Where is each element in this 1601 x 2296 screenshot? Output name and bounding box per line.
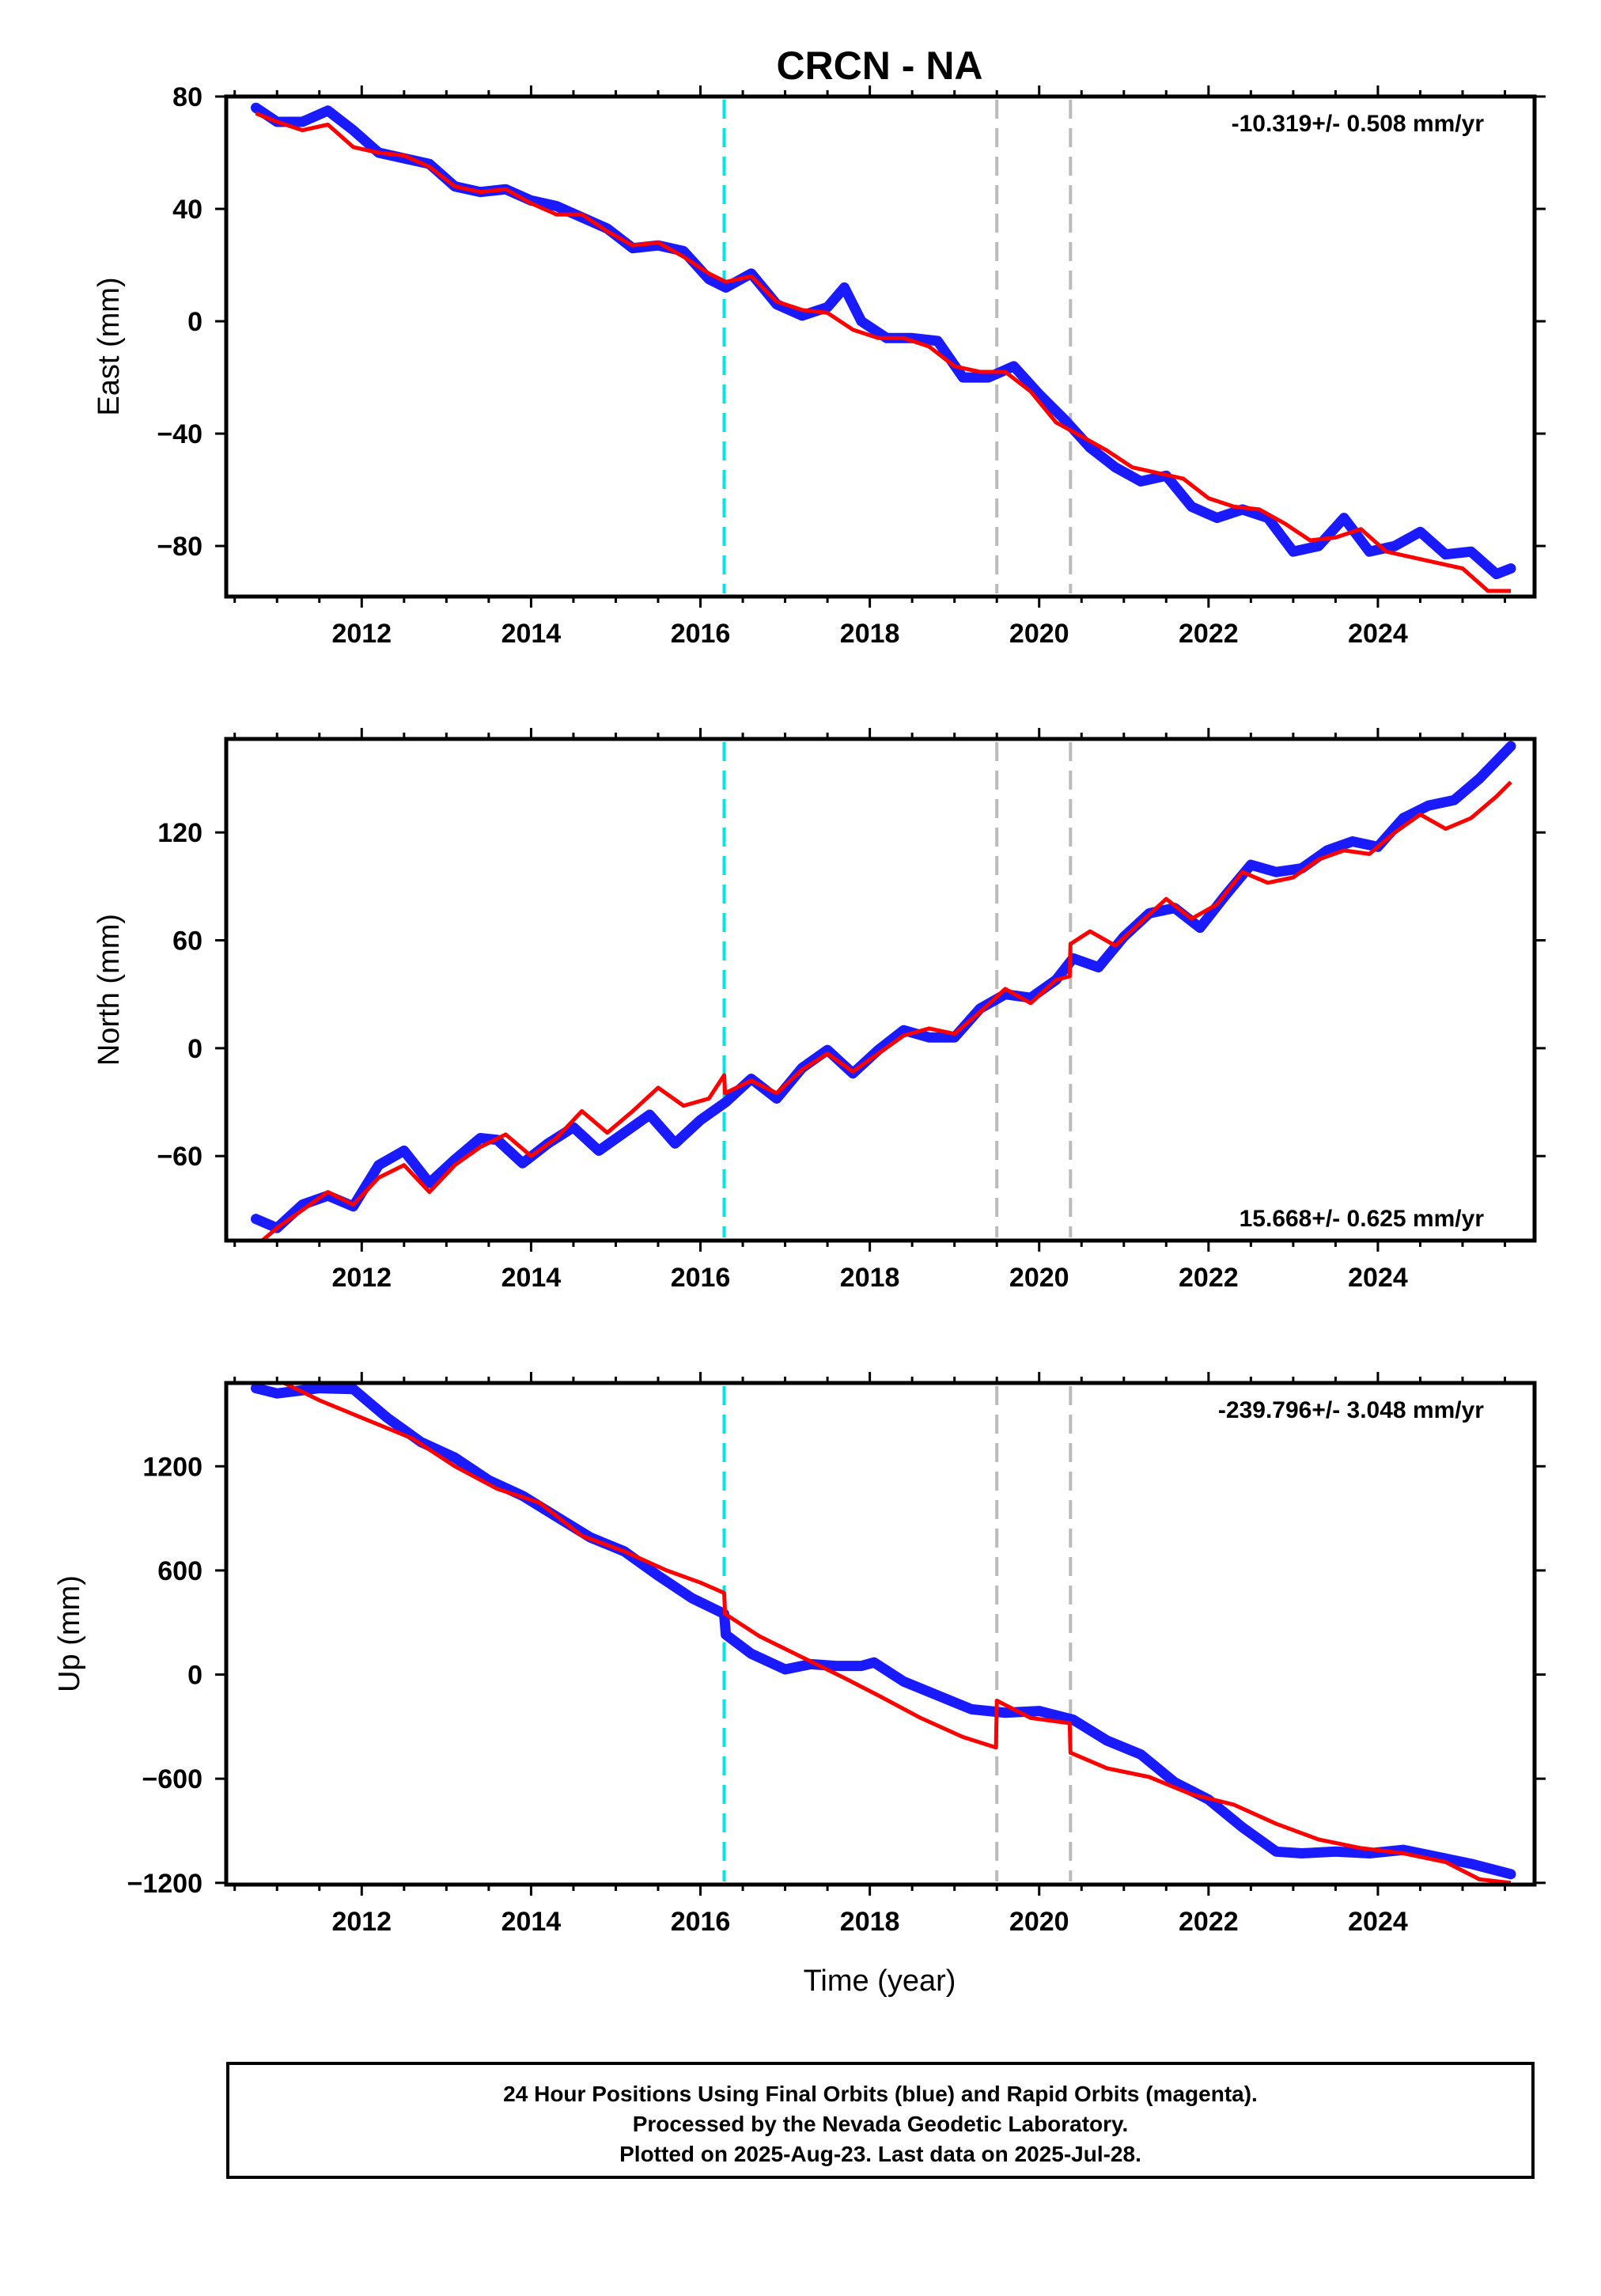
chart-title: CRCN - NA (776, 44, 982, 88)
x-tick-label: 2016 (671, 1263, 731, 1293)
x-tick-label: 2018 (840, 619, 900, 649)
x-tick-label: 2012 (331, 1263, 392, 1293)
x-tick-label: 2020 (1009, 1907, 1069, 1937)
x-tick-label: 2024 (1348, 1263, 1408, 1293)
footer-line-plotted: Plotted on 2025-Aug-23. Last data on 202… (619, 2142, 1141, 2166)
y-tick-label: 40 (172, 195, 202, 225)
x-tick-label: 2016 (671, 619, 731, 649)
east-model-series (255, 111, 1511, 593)
x-tick-label: 2022 (1179, 619, 1239, 649)
y-tick-label: 80 (172, 82, 202, 112)
x-tick-label: 2020 (1009, 1263, 1069, 1293)
x-tick-label: 2022 (1179, 1907, 1239, 1937)
x-tick-label: 2024 (1348, 619, 1408, 649)
y-tick-label: −80 (157, 532, 202, 562)
y-tick-label: 0 (187, 1661, 202, 1691)
x-tick-label: 2014 (501, 1907, 562, 1937)
footer-line-orbits: 24 Hour Positions Using Final Orbits (bl… (503, 2082, 1258, 2106)
up-data-series (251, 1383, 1516, 1880)
up-x-ticks (233, 1372, 1507, 1896)
north-x-ticks (233, 728, 1507, 1252)
up-plot-frame (224, 1381, 1537, 1887)
up-y-axis-label: Up (mm) (53, 1575, 86, 1692)
x-tick-label: 2014 (501, 1263, 562, 1293)
x-tick-label: 2022 (1179, 1263, 1239, 1293)
y-tick-label: 600 (157, 1556, 202, 1586)
east-rate-label: -10.319+/- 0.508 mm/yr (1232, 111, 1485, 137)
y-tick-label: −600 (142, 1764, 202, 1794)
east-series-group (251, 102, 1516, 593)
north-model-series (259, 780, 1512, 1241)
x-tick-label: 2018 (840, 1907, 900, 1937)
x-tick-label: 2020 (1009, 619, 1069, 649)
y-tick-label: 0 (187, 307, 202, 337)
north-rate-label: 15.668+/- 0.625 mm/yr (1240, 1206, 1485, 1232)
north-data-series (251, 741, 1516, 1233)
east-y-axis-label: East (mm) (93, 277, 126, 415)
x-tick-label: 2012 (331, 1907, 392, 1937)
x-tick-label: 2024 (1348, 1907, 1408, 1937)
y-tick-label: 120 (157, 818, 202, 848)
east-event-lines (722, 100, 1073, 593)
east-plot-frame (224, 94, 1537, 599)
y-tick-label: −40 (157, 419, 202, 449)
up-model-series (279, 1383, 1512, 1885)
east-panel: 2012 2014 2016 2018 2020 2022 2024 80 40 0 −40 −80 E… (93, 82, 1546, 649)
y-tick-label: 60 (172, 926, 202, 957)
north-series-group (251, 741, 1516, 1241)
y-tick-label: −1200 (127, 1869, 203, 1899)
north-panel: 2012 2014 2016 2018 2020 2022 2024 120 60 0 −60 Nor… (93, 728, 1546, 1293)
north-plot-frame (224, 737, 1537, 1243)
footer-line-processed: Processed by the Nevada Geodetic Laborat… (632, 2112, 1129, 2136)
y-tick-label: 0 (187, 1034, 202, 1064)
footer-caption-box: 24 Hour Positions Using Final Orbits (bl… (226, 2062, 1535, 2179)
east-x-ticks (233, 85, 1507, 608)
x-tick-label: 2014 (501, 619, 562, 649)
y-tick-label: −60 (157, 1142, 202, 1172)
north-event-lines (722, 742, 1073, 1237)
y-tick-label: 1200 (142, 1452, 202, 1482)
x-axis-label: Time (year) (804, 1964, 956, 1998)
up-event-lines (722, 1386, 1073, 1881)
up-panel: 2012 2014 2016 2018 2020 2022 2024 1200 600 0 −600… (53, 1372, 1546, 1937)
x-tick-label: 2018 (840, 1263, 900, 1293)
x-tick-label: 2012 (331, 619, 392, 649)
x-tick-label: 2016 (671, 1907, 731, 1937)
up-series-group (251, 1383, 1516, 1885)
north-y-axis-label: North (mm) (93, 914, 126, 1066)
up-rate-label: -239.796+/- 3.048 mm/yr (1218, 1397, 1484, 1423)
